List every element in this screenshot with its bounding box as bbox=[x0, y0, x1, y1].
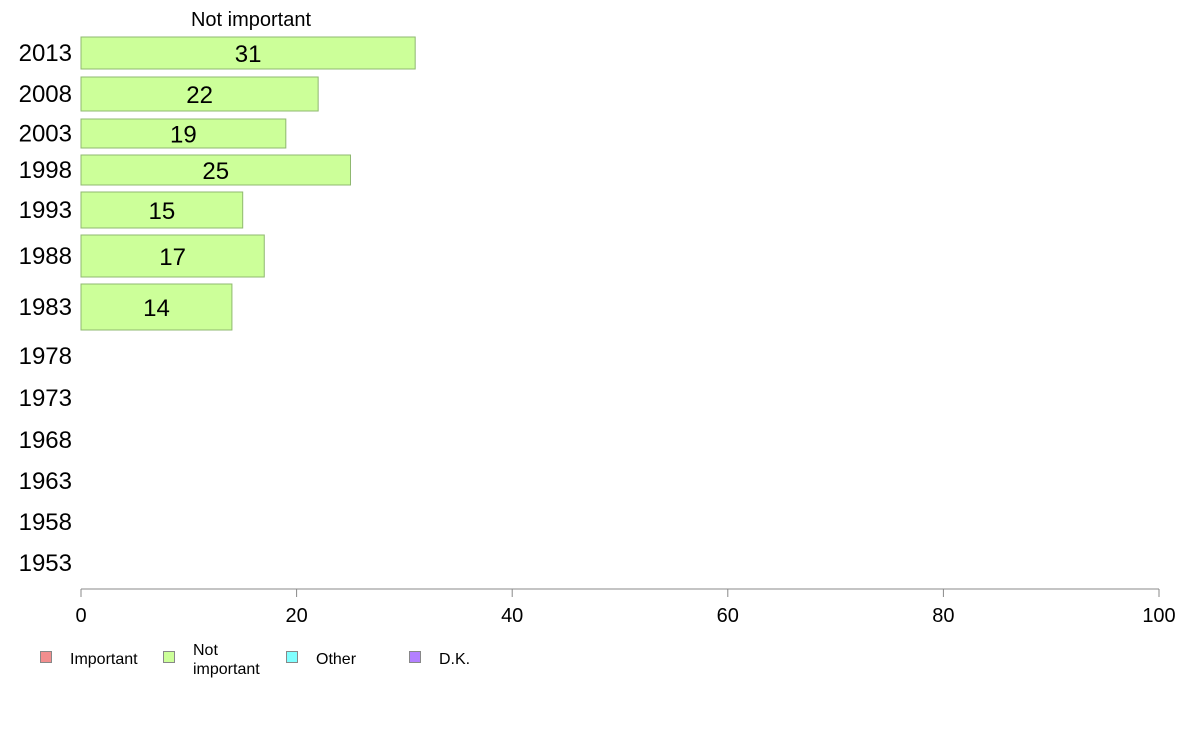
y-tick-label: 1958 bbox=[19, 509, 72, 536]
y-tick-label: 2013 bbox=[19, 40, 72, 67]
x-tick-label: 100 bbox=[1142, 605, 1175, 627]
legend-item-other: Other bbox=[286, 640, 356, 669]
y-tick-label: 1978 bbox=[19, 343, 72, 370]
data-label: 17 bbox=[159, 244, 186, 271]
data-label: 15 bbox=[148, 198, 175, 225]
y-tick-label: 1993 bbox=[19, 197, 72, 224]
bar bbox=[80, 154, 351, 186]
y-tick-label: 1988 bbox=[19, 243, 72, 270]
legend-label: Not important bbox=[193, 642, 260, 678]
y-tick-label: 2003 bbox=[19, 121, 72, 148]
legend-swatch bbox=[163, 651, 175, 663]
chart-title: Not important bbox=[191, 9, 311, 31]
x-tick-label: 40 bbox=[501, 605, 523, 627]
legend-label: Other bbox=[316, 651, 357, 668]
legend-label: D.K. bbox=[439, 651, 471, 668]
data-label: 19 bbox=[170, 122, 197, 149]
legend-swatch bbox=[286, 651, 298, 663]
y-tick-label: 1953 bbox=[19, 550, 72, 577]
bar bbox=[80, 76, 319, 112]
y-tick-label: 1968 bbox=[19, 427, 72, 454]
legend-swatch bbox=[409, 651, 421, 663]
data-label: 31 bbox=[235, 41, 262, 68]
legend-label: Important bbox=[70, 651, 138, 668]
x-tick-label: 20 bbox=[285, 605, 307, 627]
y-tick-label: 1998 bbox=[19, 157, 72, 184]
legend-swatch bbox=[40, 651, 52, 663]
bar bbox=[80, 118, 287, 149]
bar bbox=[80, 36, 416, 70]
y-tick-label: 2008 bbox=[19, 81, 72, 108]
bar bbox=[80, 283, 233, 331]
y-tick-label: 1963 bbox=[19, 468, 72, 495]
y-tick-label: 1983 bbox=[19, 294, 72, 321]
x-tick-label: 0 bbox=[75, 605, 86, 627]
bar bbox=[80, 234, 265, 278]
y-tick-label: 1973 bbox=[19, 385, 72, 412]
bar bbox=[80, 191, 244, 229]
data-label: 22 bbox=[186, 82, 213, 109]
data-label: 14 bbox=[143, 295, 170, 322]
legend-item-important: Important bbox=[40, 640, 138, 669]
legend-item-dk: D.K. bbox=[409, 640, 470, 669]
legend: Important Not important Other D.K. bbox=[0, 640, 1188, 700]
x-tick-label: 80 bbox=[932, 605, 954, 627]
legend-item-not-important: Not important bbox=[163, 640, 283, 679]
x-tick-label: 60 bbox=[717, 605, 739, 627]
data-label: 25 bbox=[202, 158, 229, 185]
